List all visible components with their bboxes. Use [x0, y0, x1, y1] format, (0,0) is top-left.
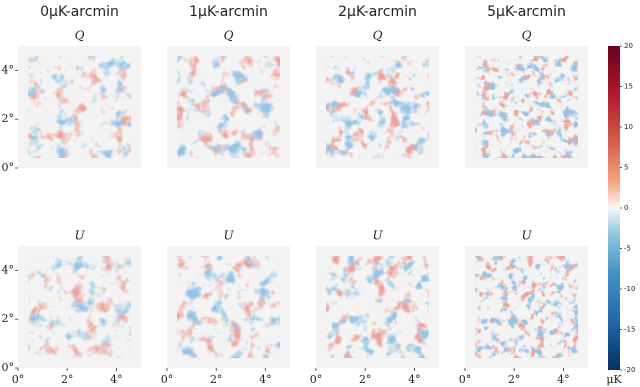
- column-title: 1μK-arcmin: [189, 4, 268, 20]
- row-title: Q: [75, 29, 85, 43]
- map-texture: [475, 256, 578, 358]
- x-tick-label: 4°: [110, 373, 123, 386]
- x-tick-label: 0°: [459, 373, 472, 386]
- x-tick-label: 2°: [359, 373, 372, 386]
- map-texture: [475, 56, 578, 158]
- column-title: 2μK-arcmin: [338, 4, 417, 20]
- y-tick-label: 4°: [2, 63, 15, 76]
- map-texture: [177, 56, 280, 158]
- colorbar-tick-label: -10: [624, 285, 635, 293]
- colorbar: [608, 46, 620, 370]
- x-tick-label: 2°: [61, 373, 74, 386]
- row-title: Q: [373, 29, 383, 43]
- row-title: Q: [224, 29, 234, 43]
- x-tick-label: 2°: [508, 373, 521, 386]
- row-title: Q: [522, 29, 532, 43]
- column-title: 5μK-arcmin: [487, 4, 566, 20]
- row-title: U: [372, 229, 383, 243]
- map-texture: [326, 56, 429, 158]
- colorbar-tick-label: 15: [624, 83, 633, 91]
- x-tick-label: 0°: [161, 373, 174, 386]
- map-texture: [28, 56, 131, 158]
- x-tick-label: 2°: [210, 373, 223, 386]
- row-title: U: [74, 229, 85, 243]
- x-tick-label: 0°: [12, 373, 25, 386]
- map-texture: [28, 256, 131, 358]
- colorbar-tick-label: -5: [624, 245, 631, 253]
- x-tick-label: 4°: [557, 373, 570, 386]
- row-title: U: [521, 229, 532, 243]
- map-texture: [177, 256, 280, 358]
- map-texture: [326, 256, 429, 358]
- colorbar-label: μK: [606, 373, 622, 386]
- colorbar-tick-label: 10: [624, 123, 633, 131]
- y-tick-label: 4°: [2, 263, 15, 276]
- row-title: U: [223, 229, 234, 243]
- x-tick-label: 4°: [259, 373, 272, 386]
- y-tick-label: 0°: [2, 161, 15, 174]
- x-tick-label: 4°: [408, 373, 421, 386]
- y-tick-label: 0°: [2, 361, 15, 374]
- x-tick-label: 0°: [310, 373, 323, 386]
- y-tick-label: 2°: [2, 312, 15, 325]
- colorbar-tick-label: -20: [624, 366, 635, 374]
- colorbar-tick-label: -15: [624, 326, 635, 334]
- y-tick-label: 2°: [2, 112, 15, 125]
- column-title: 0μK-arcmin: [40, 4, 119, 20]
- colorbar-tick-label: 5: [624, 164, 628, 172]
- colorbar-tick-label: 0: [624, 204, 628, 212]
- colorbar-tick-label: 20: [624, 42, 633, 50]
